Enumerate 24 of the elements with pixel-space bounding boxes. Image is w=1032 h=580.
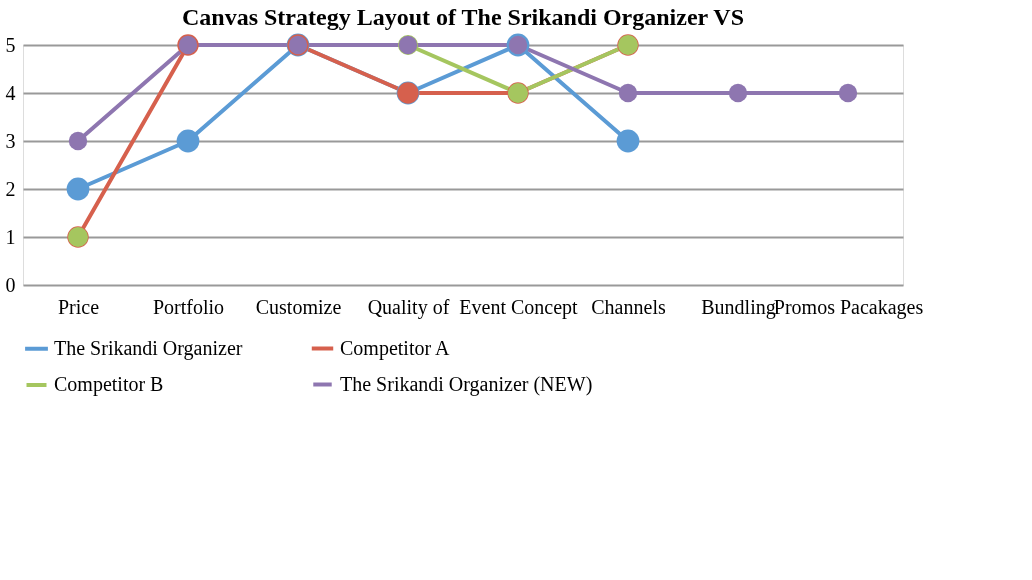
y-tick-label: 1 — [5, 225, 16, 248]
chart-title: Canvas Strategy Layout of The Srikandi Organizer VS — [181, 3, 745, 30]
legend-label: Competitor A — [340, 336, 450, 360]
y-tick-label: 0 — [5, 273, 16, 296]
x-tick-label: Portfolio — [152, 295, 225, 318]
point — [618, 83, 638, 103]
legend-label: The Srikandi Organizer — [54, 336, 243, 360]
x-tick-label: Customize — [255, 295, 342, 318]
point — [68, 131, 88, 151]
y-tick-label: 3 — [5, 129, 16, 152]
legend-label: Competitor B — [54, 373, 164, 396]
point — [838, 83, 858, 103]
point — [66, 177, 90, 201]
point — [728, 83, 748, 103]
legend-label: The Srikandi Organizer (NEW) — [340, 372, 593, 396]
point — [616, 129, 640, 153]
x-tick-label: Event Concept — [459, 295, 579, 319]
x-tick-label: Channels — [591, 295, 666, 318]
x-tick-label: Price — [57, 295, 100, 318]
point — [176, 129, 200, 153]
y-tick-label: 2 — [5, 177, 16, 200]
y-tick-label: 5 — [5, 33, 16, 56]
x-tick-label: Quality of — [367, 295, 450, 319]
y-tick-label: 4 — [5, 81, 16, 104]
